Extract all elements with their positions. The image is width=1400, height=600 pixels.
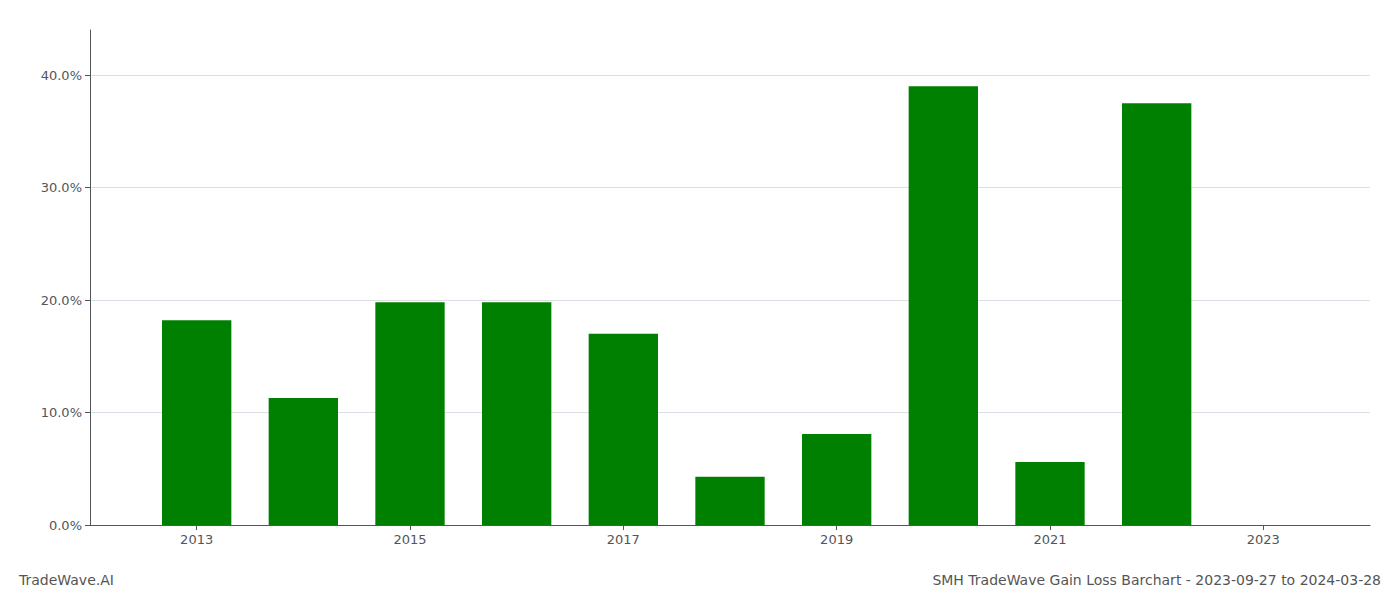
svg-text:2019: 2019	[820, 532, 853, 547]
svg-text:0.0%: 0.0%	[49, 518, 82, 533]
svg-text:2013: 2013	[180, 532, 213, 547]
svg-text:2023: 2023	[1247, 532, 1280, 547]
svg-text:2021: 2021	[1033, 532, 1066, 547]
svg-text:TradeWave.AI: TradeWave.AI	[18, 572, 114, 588]
svg-text:2015: 2015	[393, 532, 426, 547]
svg-text:SMH TradeWave Gain Loss Barcha: SMH TradeWave Gain Loss Barchart - 2023-…	[932, 572, 1381, 588]
svg-text:2017: 2017	[607, 532, 640, 547]
svg-text:40.0%: 40.0%	[41, 68, 82, 83]
svg-text:20.0%: 20.0%	[41, 293, 82, 308]
svg-text:10.0%: 10.0%	[41, 405, 82, 420]
svg-text:30.0%: 30.0%	[41, 180, 82, 195]
